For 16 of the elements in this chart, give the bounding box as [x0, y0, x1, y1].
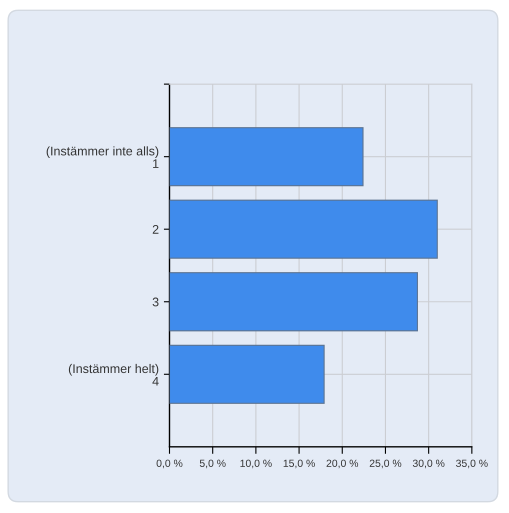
bar	[169, 344, 325, 404]
bar	[169, 127, 364, 186]
x-tick-label: 10,0 %	[240, 460, 272, 468]
x-tick-label: 5,0 %	[200, 460, 226, 468]
y-tick-label: 3	[152, 298, 159, 306]
x-tick-label: 0,0 %	[156, 460, 182, 468]
y-tick-label: (Instämmer inte alls) 1	[46, 146, 158, 168]
x-tick-label: 35,0 %	[456, 460, 488, 468]
x-tick-label: 15,0 %	[284, 460, 315, 468]
y-tick-label: 2	[152, 225, 158, 234]
x-tick-label: 30,0 %	[412, 460, 444, 468]
y-tick-label: (Instämmer helt) 4	[68, 364, 159, 386]
x-tick-label: 20,0 %	[326, 460, 358, 468]
bar	[169, 200, 438, 259]
x-tick-label: 25,0 %	[370, 460, 402, 468]
bar	[169, 272, 418, 332]
